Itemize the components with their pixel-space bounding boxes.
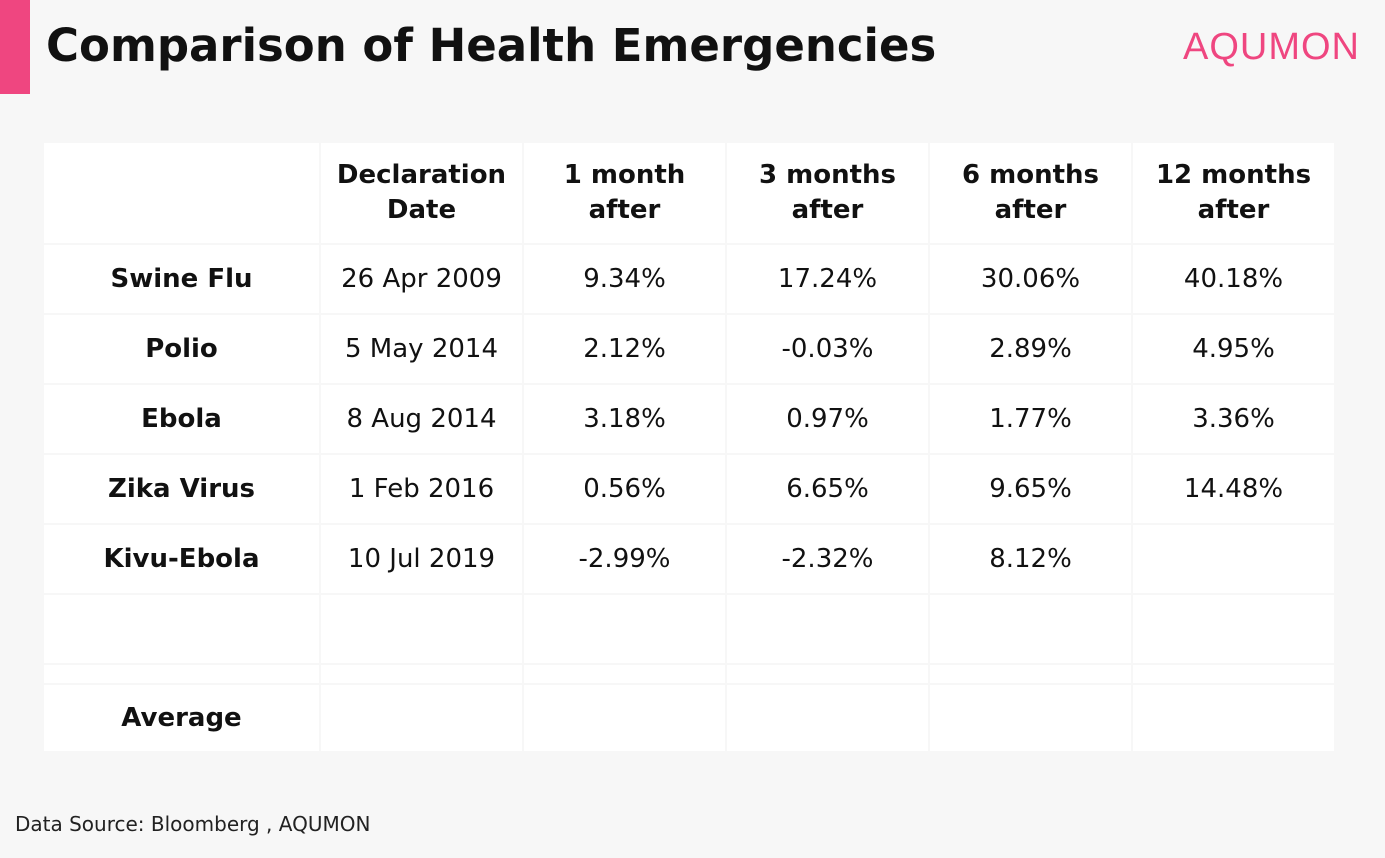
value-cell: 0.56% [524,455,725,523]
value-cell: 3.36% [1133,385,1334,453]
average-value-cell: 15.74% [1133,685,1334,751]
value-cell: 30.06% [930,245,1131,313]
value-cell: 17.24% [727,245,928,313]
value-cell: -2.32% [727,525,928,593]
spacer-cell [524,665,725,683]
value-cell [727,595,928,663]
header-12-months: 12 months after [1133,143,1334,243]
spacer-cell [727,665,928,683]
row-label: Zika Virus [44,455,319,523]
value-cell: -0.03% [727,315,928,383]
average-value-cell: 4.50% [727,685,928,751]
table-row: Zika Virus 1 Feb 2016 0.56% 6.65% 9.65% … [44,455,1334,523]
spacer-cell [44,665,319,683]
header-1-month: 1 month after [524,143,725,243]
value-cell [1133,595,1334,663]
declaration-date-cell: 8 Aug 2014 [321,385,522,453]
declaration-date-cell: 1 Feb 2016 [321,455,522,523]
value-cell: 3.18% [524,385,725,453]
spacer-row [44,665,1334,683]
header-6-months: 6 months after [930,143,1131,243]
value-cell: -2.99% [524,525,725,593]
table-row: Polio 5 May 2014 2.12% -0.03% 2.89% 4.95… [44,315,1334,383]
title-accent-bar [0,0,30,94]
row-label: Polio [44,315,319,383]
value-cell: 4.95% [1133,315,1334,383]
comparison-table: Declaration Date 1 month after 3 months aft… [42,141,1336,753]
value-cell: 2.89% [930,315,1131,383]
spacer-cell [930,665,1131,683]
average-empty-cell [321,685,522,751]
table-row: Kivu-Ebola 10 Jul 2019 -2.99% -2.32% 8.1… [44,525,1334,593]
average-row: Average 2.44% 4.50% 10.50% 15.74% [44,685,1334,751]
average-label: Average [44,685,319,751]
value-cell: 1.77% [930,385,1131,453]
value-cell: 9.34% [524,245,725,313]
value-cell: 40.18% [1133,245,1334,313]
value-cell [524,595,725,663]
average-value-cell: 10.50% [930,685,1131,751]
spacer-cell [1133,665,1334,683]
header-3-months: 3 months after [727,143,928,243]
value-cell: 0.97% [727,385,928,453]
declaration-date-highlight: 30 Jan 2020 [321,595,522,663]
row-label: Kivu-Ebola [44,525,319,593]
declaration-date-cell: 26 Apr 2009 [321,245,522,313]
page-title: Comparison of Health Emergencies [46,19,937,72]
value-cell: 9.65% [930,455,1131,523]
value-cell: 2.12% [524,315,725,383]
value-cell [1133,525,1334,593]
brand-logo: AQUMON [1183,26,1360,68]
table-header-row: Declaration Date 1 month after 3 months aft… [44,143,1334,243]
declaration-date-cell: 5 May 2014 [321,315,522,383]
table-row: Ebola 8 Aug 2014 3.18% 0.97% 1.77% 3.36% [44,385,1334,453]
spacer-cell [321,665,522,683]
declaration-date-cell: 10 Jul 2019 [321,525,522,593]
value-cell: 6.65% [727,455,928,523]
row-label-highlight: Novel Coronavirus [44,595,319,663]
table-row: Swine Flu 26 Apr 2009 9.34% 17.24% 30.06… [44,245,1334,313]
table-row-highlight: Novel Coronavirus 30 Jan 2020 [44,595,1334,663]
average-value-cell: 2.44% [524,685,725,751]
value-cell: 14.48% [1133,455,1334,523]
value-cell [930,595,1131,663]
header-cell-empty [44,143,319,243]
row-label: Swine Flu [44,245,319,313]
value-cell: 8.12% [930,525,1131,593]
row-label: Ebola [44,385,319,453]
header-declaration-date: Declaration Date [321,143,522,243]
data-source-note: Data Source: Bloomberg , AQUMON [15,812,371,836]
